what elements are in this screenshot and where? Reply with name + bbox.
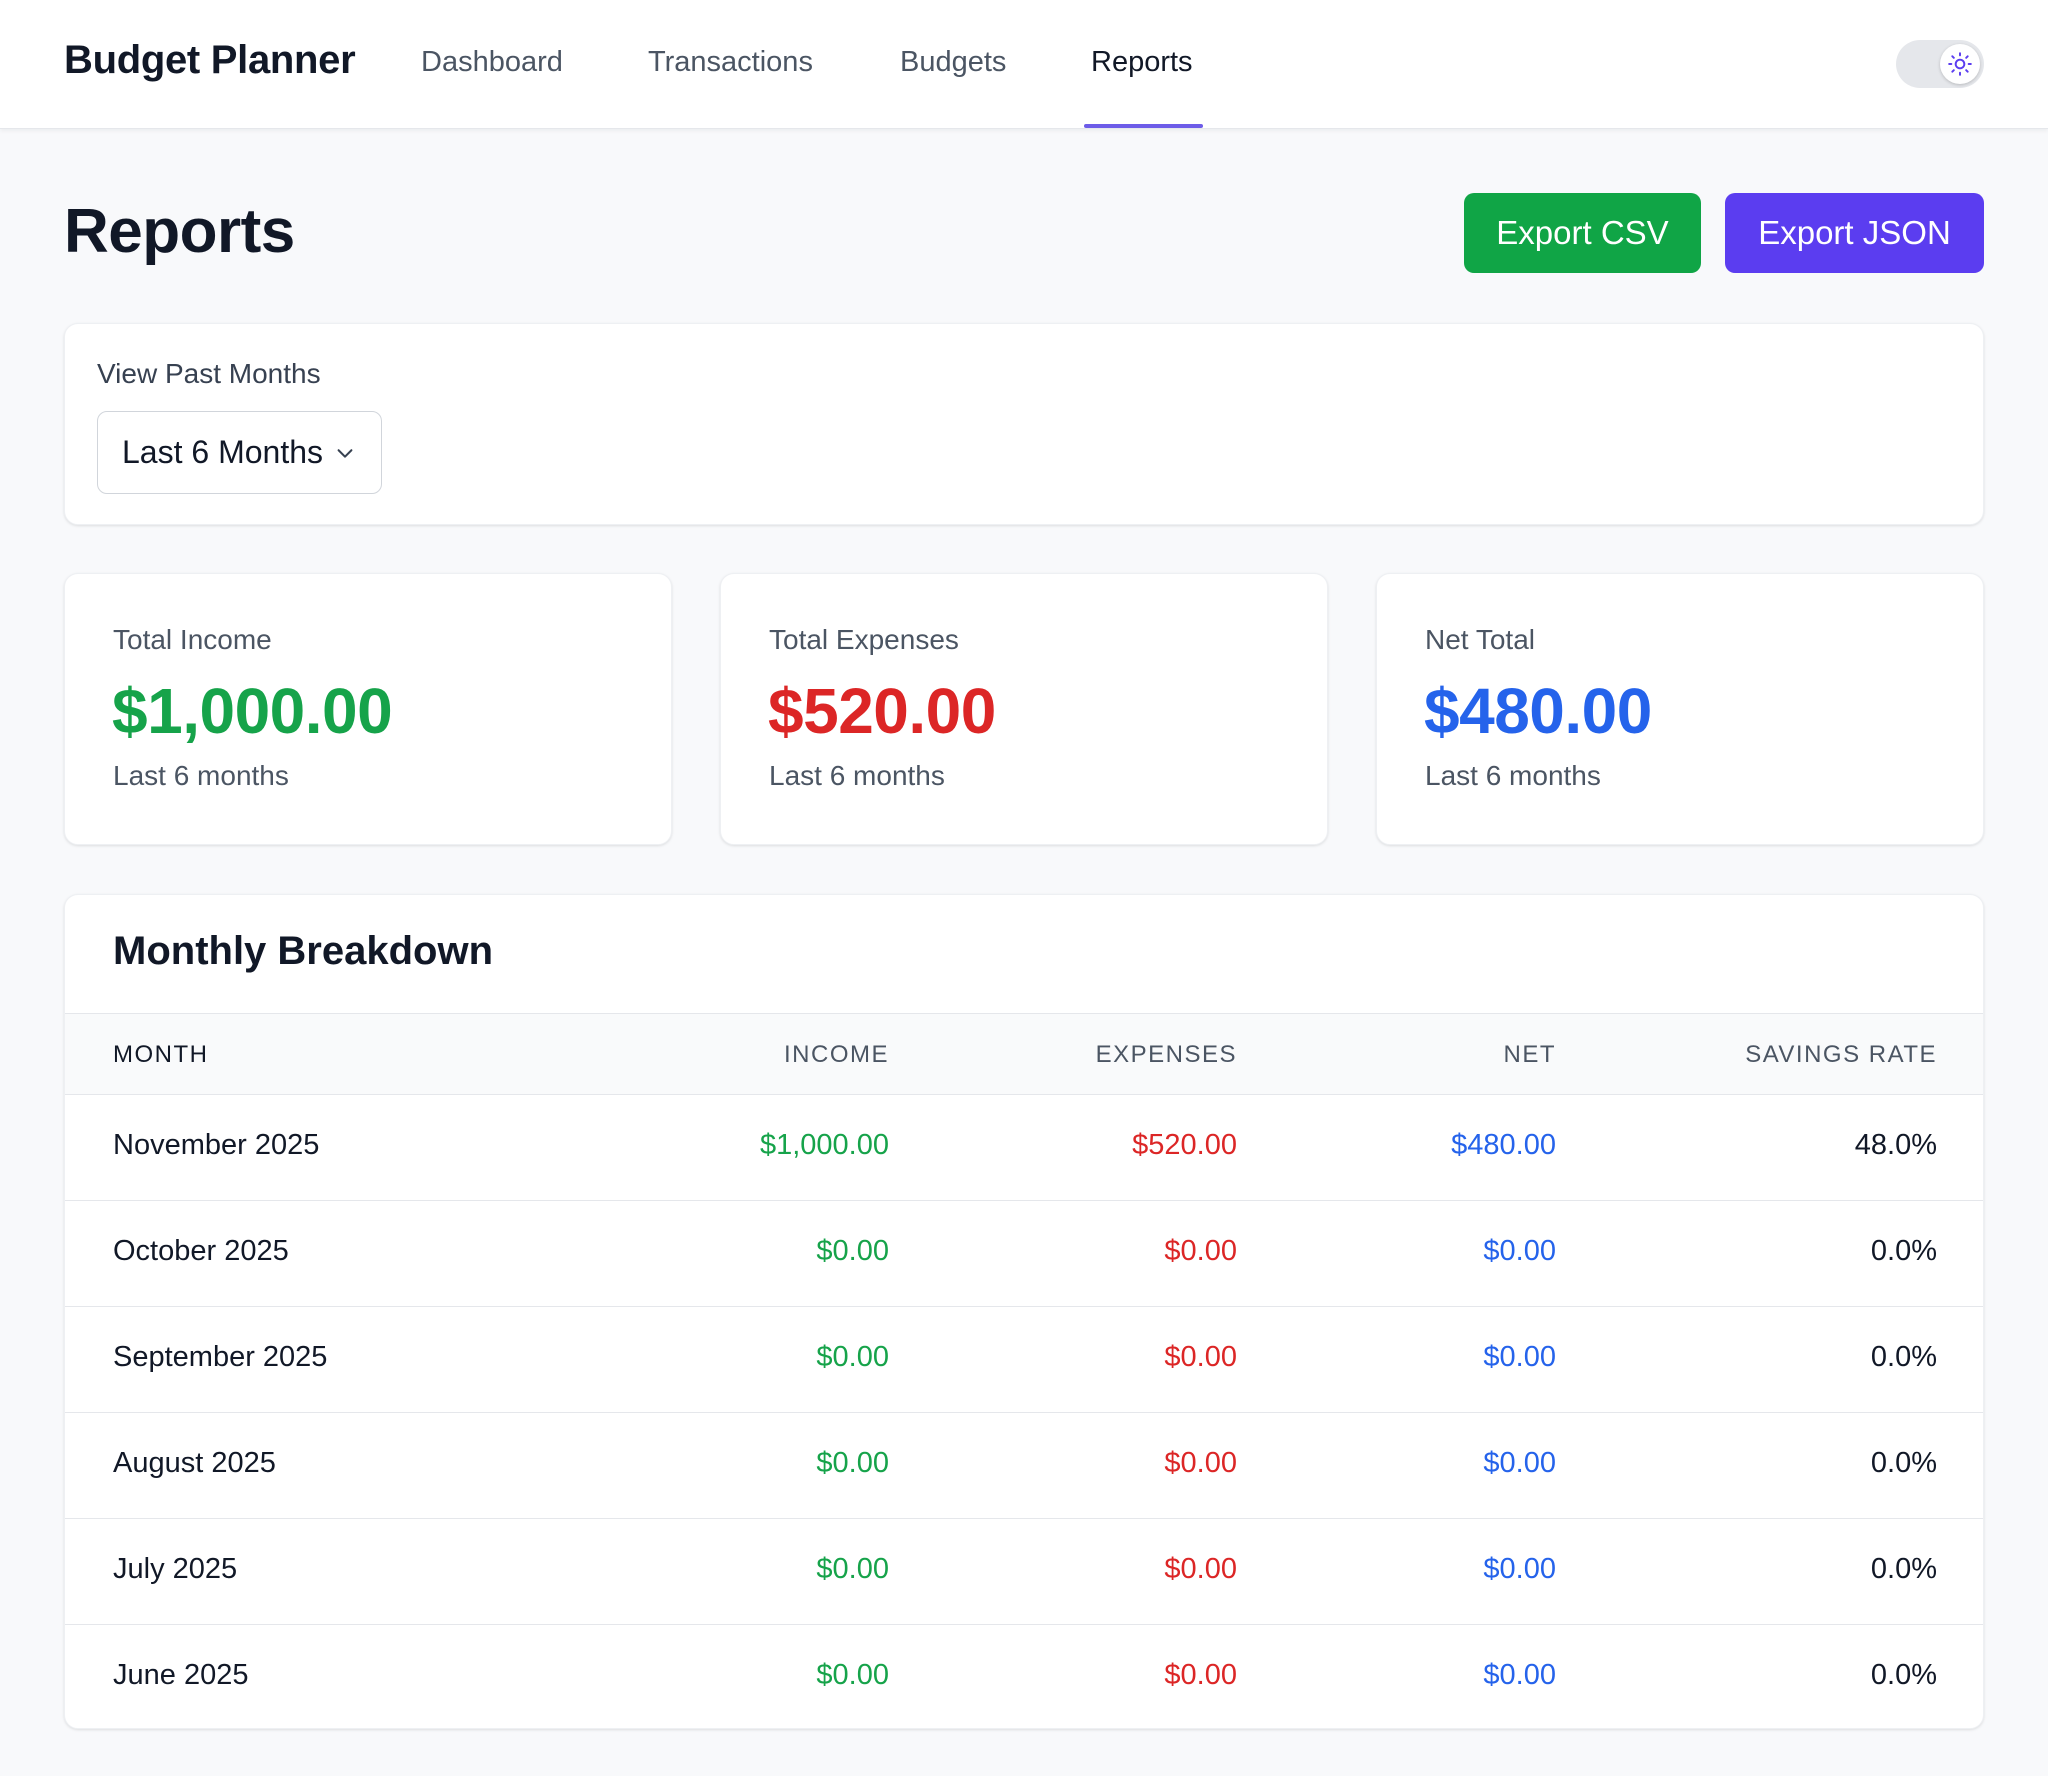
total-income-value: $1,000.00 [112, 675, 393, 747]
column-header-net: NET [1503, 1041, 1556, 1068]
filter-card: View Past Months Last 6 Months [64, 323, 1984, 525]
cell-net: $0.00 [1483, 1235, 1556, 1267]
stat-period: Last 6 months [113, 760, 289, 791]
table-row: July 2025 $0.00 $0.00 $0.00 0.0% [65, 1519, 1983, 1625]
cell-savings-rate: 0.0% [1870, 1341, 1937, 1373]
active-nav-indicator [1084, 124, 1203, 128]
monthly-breakdown-card: Monthly Breakdown MONTH INCOME EXPENSES … [64, 894, 1984, 1729]
export-csv-button[interactable]: Export CSV [1464, 193, 1701, 273]
filter-label: View Past Months [97, 358, 321, 389]
table-row: June 2025 $0.00 $0.00 $0.00 0.0% [65, 1625, 1983, 1728]
top-navbar: Budget Planner Dashboard Transactions Bu… [0, 0, 2048, 129]
stat-label: Total Expenses [769, 624, 959, 655]
cell-income: $0.00 [816, 1341, 889, 1373]
cell-net: $0.00 [1483, 1659, 1556, 1691]
toggle-knob [1940, 44, 1980, 84]
column-header-expenses: EXPENSES [1095, 1041, 1237, 1068]
cell-month: August 2025 [113, 1447, 276, 1479]
months-select-value: Last 6 Months [122, 434, 323, 470]
cell-month: September 2025 [113, 1341, 328, 1373]
column-header-savings-rate: SAVINGS RATE [1745, 1041, 1937, 1068]
cell-expenses: $520.00 [1132, 1129, 1237, 1161]
nav-dashboard[interactable]: Dashboard [421, 46, 563, 78]
cell-expenses: $0.00 [1164, 1553, 1237, 1585]
column-header-income: INCOME [784, 1041, 889, 1068]
stat-label: Total Income [113, 624, 272, 655]
page-title: Reports [64, 197, 295, 266]
cell-income: $1,000.00 [759, 1129, 889, 1161]
cell-savings-rate: 0.0% [1870, 1235, 1937, 1267]
total-expenses-value: $520.00 [768, 675, 996, 747]
table-title: Monthly Breakdown [113, 929, 494, 973]
cell-month: November 2025 [113, 1129, 320, 1161]
cell-expenses: $0.00 [1164, 1659, 1237, 1691]
table-header: MONTH INCOME EXPENSES NET SAVINGS RATE [65, 1013, 1983, 1095]
table-row: September 2025 $0.00 $0.00 $0.00 0.0% [65, 1307, 1983, 1413]
app-brand[interactable]: Budget Planner [64, 38, 356, 82]
cell-income: $0.00 [816, 1447, 889, 1479]
cell-savings-rate: 0.0% [1870, 1553, 1937, 1585]
cell-net: $0.00 [1483, 1553, 1556, 1585]
export-json-button[interactable]: Export JSON [1725, 193, 1984, 273]
stat-label: Net Total [1425, 624, 1535, 655]
cell-income: $0.00 [816, 1659, 889, 1691]
cell-expenses: $0.00 [1164, 1447, 1237, 1479]
stat-period: Last 6 months [769, 760, 945, 791]
table-row: August 2025 $0.00 $0.00 $0.00 0.0% [65, 1413, 1983, 1519]
cell-month: June 2025 [113, 1659, 249, 1691]
net-total-card: Net Total $480.00 Last 6 months [1376, 573, 1984, 845]
total-income-card: Total Income $1,000.00 Last 6 months [64, 573, 672, 845]
net-total-value: $480.00 [1424, 675, 1652, 747]
stat-period: Last 6 months [1425, 760, 1601, 791]
cell-expenses: $0.00 [1164, 1341, 1237, 1373]
cell-income: $0.00 [816, 1553, 889, 1585]
cell-expenses: $0.00 [1164, 1235, 1237, 1267]
cell-net: $0.00 [1483, 1341, 1556, 1373]
nav-reports[interactable]: Reports [1091, 46, 1193, 78]
column-header-month: MONTH [113, 1041, 209, 1068]
months-select[interactable]: Last 6 Months [97, 411, 382, 494]
total-expenses-card: Total Expenses $520.00 Last 6 months [720, 573, 1328, 845]
cell-savings-rate: 0.0% [1870, 1447, 1937, 1479]
cell-net: $0.00 [1483, 1447, 1556, 1479]
chevron-down-icon [337, 449, 353, 458]
cell-net: $480.00 [1451, 1129, 1556, 1161]
cell-income: $0.00 [816, 1235, 889, 1267]
cell-savings-rate: 48.0% [1854, 1129, 1937, 1161]
nav-transactions[interactable]: Transactions [648, 46, 813, 78]
theme-toggle[interactable] [1896, 40, 1984, 88]
cell-savings-rate: 0.0% [1870, 1659, 1937, 1691]
table-row: November 2025 $1,000.00 $520.00 $480.00 … [65, 1095, 1983, 1201]
nav-budgets[interactable]: Budgets [900, 46, 1007, 78]
cell-month: July 2025 [113, 1553, 238, 1585]
table-row: October 2025 $0.00 $0.00 $0.00 0.0% [65, 1201, 1983, 1307]
cell-month: October 2025 [113, 1235, 289, 1267]
sun-icon [1948, 52, 1972, 76]
